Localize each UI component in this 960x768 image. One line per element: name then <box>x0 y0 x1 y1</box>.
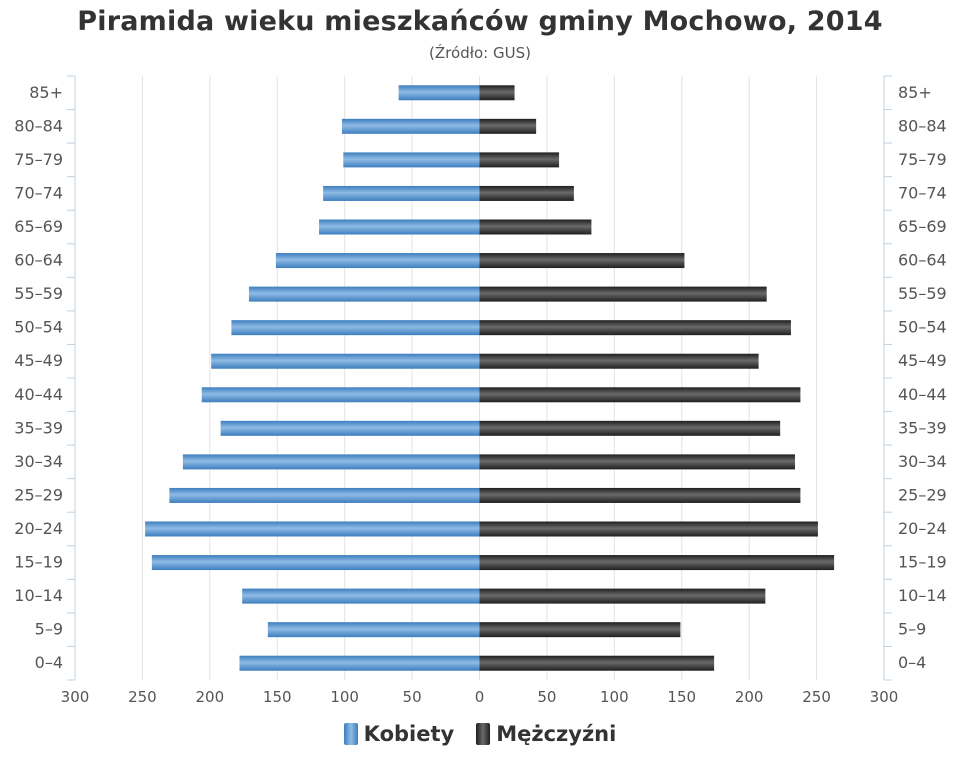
category-label-right: 0–4 <box>898 653 926 672</box>
bar-mezczyzni <box>479 286 767 302</box>
chart-subtitle: (Źródło: GUS) <box>429 44 531 62</box>
category-label-left: 5–9 <box>35 620 63 639</box>
bar-mezczyzni <box>479 655 715 671</box>
x-tick-label: 150 <box>263 688 292 706</box>
x-tick-label: 50 <box>537 688 556 706</box>
x-tick-label: 50 <box>403 688 422 706</box>
x-tick-label: 300 <box>61 688 90 706</box>
bar-kobiety <box>182 454 480 470</box>
bar-kobiety <box>201 387 480 403</box>
x-tick-label: 200 <box>735 688 764 706</box>
category-label-right: 15–19 <box>898 553 947 572</box>
category-label-left: 0–4 <box>35 653 63 672</box>
category-label-left: 15–19 <box>14 553 63 572</box>
category-label-left: 30–34 <box>14 452 63 471</box>
category-label-left: 70–74 <box>14 183 63 202</box>
bar-kobiety <box>341 118 480 134</box>
legend-label-kobiety: Kobiety <box>363 722 455 746</box>
category-label-left: 50–54 <box>14 318 63 337</box>
x-tick-label: 300 <box>870 688 899 706</box>
bar-mezczyzni <box>479 387 801 403</box>
x-tick-label: 200 <box>196 688 225 706</box>
category-label-right: 75–79 <box>898 150 947 169</box>
bar-kobiety <box>145 521 480 537</box>
bar-kobiety <box>319 219 480 235</box>
bar-kobiety <box>267 622 480 638</box>
bar-mezczyzni <box>479 454 796 470</box>
category-label-right: 55–59 <box>898 284 947 303</box>
bar-kobiety <box>211 353 480 369</box>
bar-mezczyzni <box>479 152 560 168</box>
bar-mezczyzni <box>479 622 681 638</box>
x-tick-label: 250 <box>802 688 831 706</box>
category-label-right: 40–44 <box>898 385 947 404</box>
category-label-left: 10–14 <box>14 586 63 605</box>
category-label-left: 75–79 <box>14 150 63 169</box>
bar-kobiety <box>151 555 480 571</box>
bar-kobiety <box>323 185 480 201</box>
legend-label-mezczyzni: Mężczyźni <box>496 722 617 746</box>
bar-mezczyzni <box>479 253 685 269</box>
bar-kobiety <box>220 420 480 436</box>
category-label-left: 85+ <box>29 83 63 102</box>
bar-mezczyzni <box>479 487 801 503</box>
x-tick-label: 250 <box>128 688 157 706</box>
category-label-left: 55–59 <box>14 284 63 303</box>
legend: Kobiety Mężczyźni <box>0 722 960 746</box>
category-label-right: 35–39 <box>898 418 947 437</box>
category-label-right: 70–74 <box>898 183 947 202</box>
legend-item-kobiety[interactable]: Kobiety <box>343 722 455 746</box>
category-label-left: 80–84 <box>14 116 63 135</box>
category-label-left: 60–64 <box>14 251 63 270</box>
category-label-left: 20–24 <box>14 519 63 538</box>
category-label-right: 30–34 <box>898 452 947 471</box>
chart-title: Piramida wieku mieszkańców gminy Mochowo… <box>77 6 883 37</box>
x-tick-label: 0 <box>475 688 485 706</box>
legend-item-mezczyzni[interactable]: Mężczyźni <box>476 722 616 746</box>
category-label-right: 20–24 <box>898 519 947 538</box>
category-label-left: 25–29 <box>14 485 63 504</box>
bar-mezczyzni <box>479 320 791 336</box>
legend-swatch-kobiety <box>343 723 358 745</box>
category-label-right: 65–69 <box>898 217 947 236</box>
bar-mezczyzni <box>479 555 835 571</box>
category-label-right: 5–9 <box>898 620 926 639</box>
x-tick-label: 150 <box>667 688 696 706</box>
bar-kobiety <box>169 487 480 503</box>
bar-mezczyzni <box>479 588 766 604</box>
category-label-right: 85+ <box>898 83 932 102</box>
x-tick-label: 100 <box>600 688 629 706</box>
bar-kobiety <box>275 253 480 269</box>
bar-mezczyzni <box>479 219 592 235</box>
bar-kobiety <box>343 152 480 168</box>
category-label-right: 25–29 <box>898 485 947 504</box>
bar-mezczyzni <box>479 353 759 369</box>
category-label-left: 35–39 <box>14 418 63 437</box>
bar-kobiety <box>398 85 480 101</box>
category-label-left: 65–69 <box>14 217 63 236</box>
bar-mezczyzni <box>479 118 537 134</box>
bar-mezczyzni <box>479 85 515 101</box>
category-label-left: 45–49 <box>14 351 63 370</box>
bar-mezczyzni <box>479 185 574 201</box>
category-label-right: 10–14 <box>898 586 947 605</box>
category-label-right: 60–64 <box>898 251 947 270</box>
category-label-right: 80–84 <box>898 116 947 135</box>
bar-mezczyzni <box>479 420 781 436</box>
x-tick-label: 100 <box>330 688 359 706</box>
category-label-right: 45–49 <box>898 351 947 370</box>
category-label-left: 40–44 <box>14 385 63 404</box>
bar-kobiety <box>231 320 480 336</box>
bar-kobiety <box>239 655 480 671</box>
bar-kobiety <box>248 286 480 302</box>
category-label-right: 50–54 <box>898 318 947 337</box>
bar-mezczyzni <box>479 521 818 537</box>
bar-kobiety <box>242 588 480 604</box>
legend-swatch-mezczyzni <box>476 723 491 745</box>
